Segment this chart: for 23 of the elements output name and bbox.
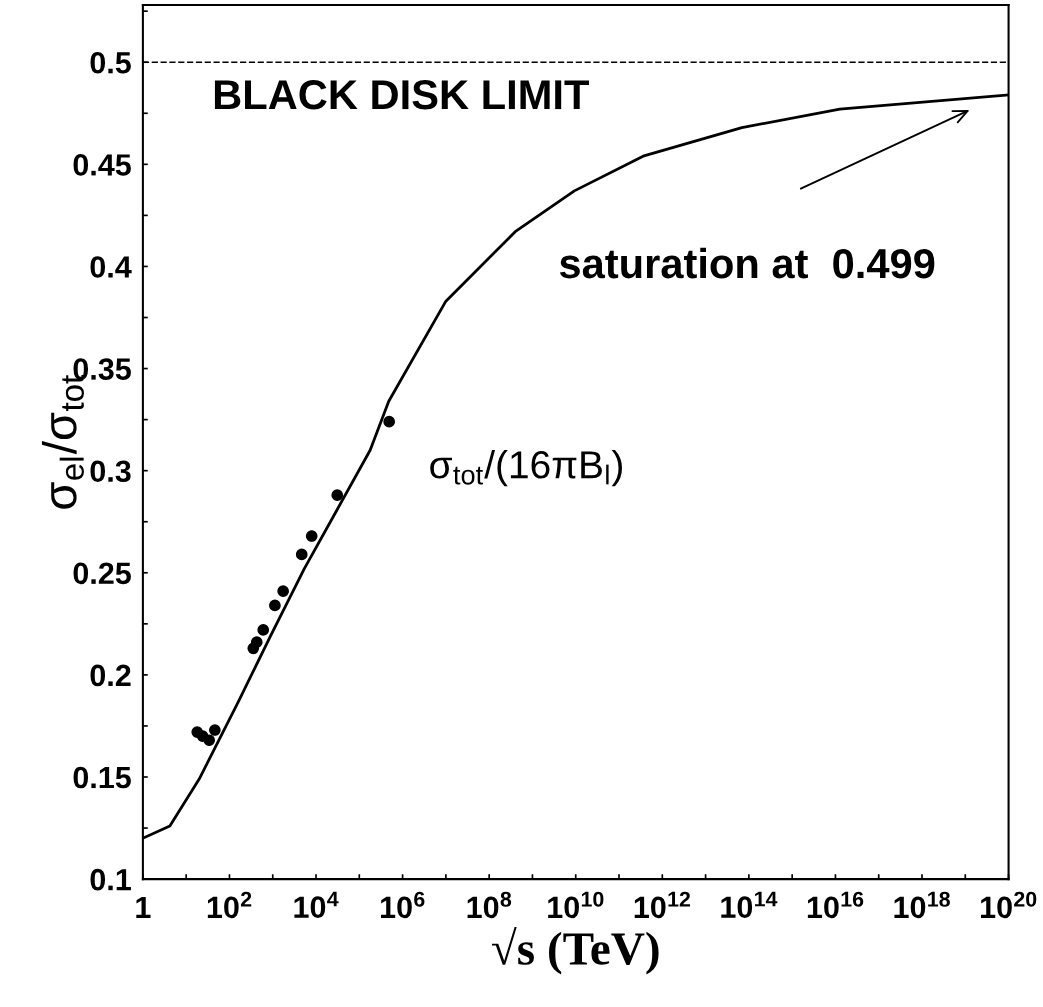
x-tick-label: 10$^{6}$: [380, 891, 425, 919]
x-tick-label: 10$^{4}$: [294, 891, 339, 918]
y-tick-label: 0.4: [90, 256, 132, 278]
annotation: σ$_{tot}$/(16πB$_{l}$): [430, 450, 622, 487]
x-tick-label: 10$^{14}$: [721, 891, 778, 918]
x-tick-label: 10$^{18}$: [894, 891, 950, 919]
x-tick-label: 10$^{20}$: [981, 891, 1037, 919]
y-tick-label: 0.3: [90, 460, 131, 483]
x-tick-label: 10$^{10}$: [548, 891, 604, 919]
y-tick-label: 0.2: [90, 664, 131, 687]
y-tick-label: 0.5: [90, 51, 131, 74]
y-tick-label: 0.15: [73, 766, 131, 789]
annotation: saturation at 0.499: [559, 247, 935, 279]
x-tick-label: 10$^{8}$: [467, 891, 512, 919]
x-axis-title: √s (TeV): [492, 927, 659, 975]
x-tick-label: 1: [136, 896, 151, 918]
x-tick-label: 10$^{12}$: [634, 891, 691, 919]
x-tick-label: 10$^{2}$: [207, 891, 252, 919]
y-tick-label: 0.25: [73, 562, 131, 585]
x-tick-label: 10$^{16}$: [807, 891, 864, 919]
y-tick-label: 0.1: [90, 868, 131, 891]
y-tick-label: 0.45: [73, 154, 131, 176]
ref-line-label: BLACK DISK LIMIT: [214, 79, 589, 110]
